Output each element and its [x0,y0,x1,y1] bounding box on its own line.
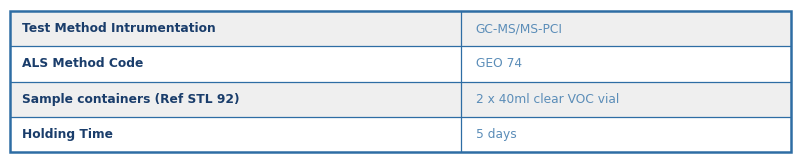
Bar [461,11,791,46]
Bar [10,46,461,82]
Text: ALS Method Code: ALS Method Code [22,58,144,70]
Bar [461,117,791,152]
Text: Sample containers (Ref STL 92): Sample containers (Ref STL 92) [22,93,240,105]
Bar [10,11,791,152]
Bar [10,11,461,46]
Bar [461,82,791,117]
Text: 2 x 40ml clear VOC vial: 2 x 40ml clear VOC vial [476,93,619,105]
Text: 5 days: 5 days [476,128,517,141]
Bar [10,117,461,152]
Bar [461,46,791,82]
Text: GEO 74: GEO 74 [476,58,522,70]
Bar [10,82,461,117]
Text: Test Method Intrumentation: Test Method Intrumentation [22,22,216,35]
Text: Holding Time: Holding Time [22,128,114,141]
Text: GC-MS/MS-PCI: GC-MS/MS-PCI [476,22,563,35]
